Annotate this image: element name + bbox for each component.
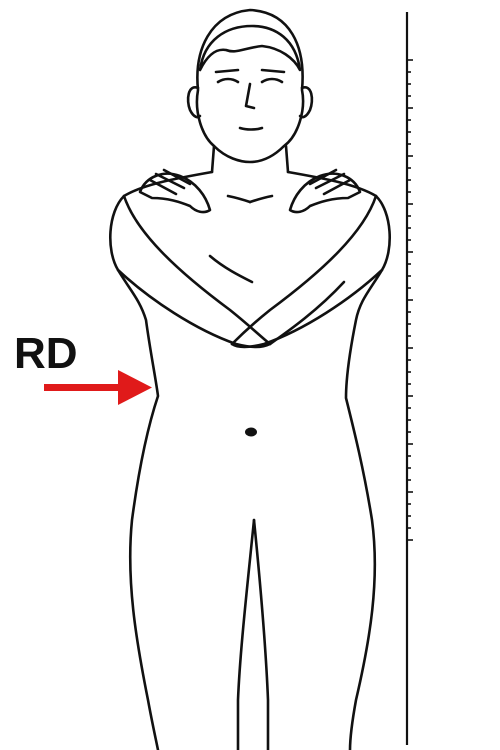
right-eyebrow	[260, 68, 286, 74]
right-hand	[288, 172, 362, 214]
torso-left-outline	[109, 170, 214, 750]
arm-b-upper	[230, 194, 378, 346]
ruler-ticks	[407, 59, 413, 541]
collarbone-right	[248, 194, 274, 204]
arm-a-upper	[122, 194, 272, 346]
head-outline	[195, 8, 305, 164]
arm-a-hand	[268, 280, 346, 346]
right-hand-fingers	[308, 168, 352, 196]
collarbone-left	[226, 194, 252, 204]
neck-right	[284, 144, 290, 174]
hair-outline	[198, 24, 302, 72]
left-hand-fingers	[148, 168, 192, 196]
right-arrow-icon	[44, 370, 152, 405]
navel	[245, 427, 257, 437]
torso-right-outline	[286, 170, 391, 750]
right-eye	[260, 77, 284, 84]
left-ear	[186, 86, 202, 119]
arrow-shaft	[44, 384, 124, 391]
arm-b-lower	[230, 268, 384, 349]
left-eye	[216, 77, 240, 84]
mouth	[238, 126, 264, 131]
left-hand	[138, 172, 212, 214]
arrow-head	[118, 370, 152, 405]
measuring-ruler	[405, 12, 413, 745]
forearm-crease	[208, 254, 254, 284]
rd-label: RD	[14, 329, 78, 378]
nose	[244, 82, 256, 110]
left-eyebrow	[214, 68, 240, 74]
right-ear	[298, 86, 314, 119]
neck-left	[210, 144, 216, 174]
leg-inner-right	[252, 518, 270, 750]
arm-a-lower	[116, 268, 272, 349]
leg-inner-left	[236, 518, 256, 750]
